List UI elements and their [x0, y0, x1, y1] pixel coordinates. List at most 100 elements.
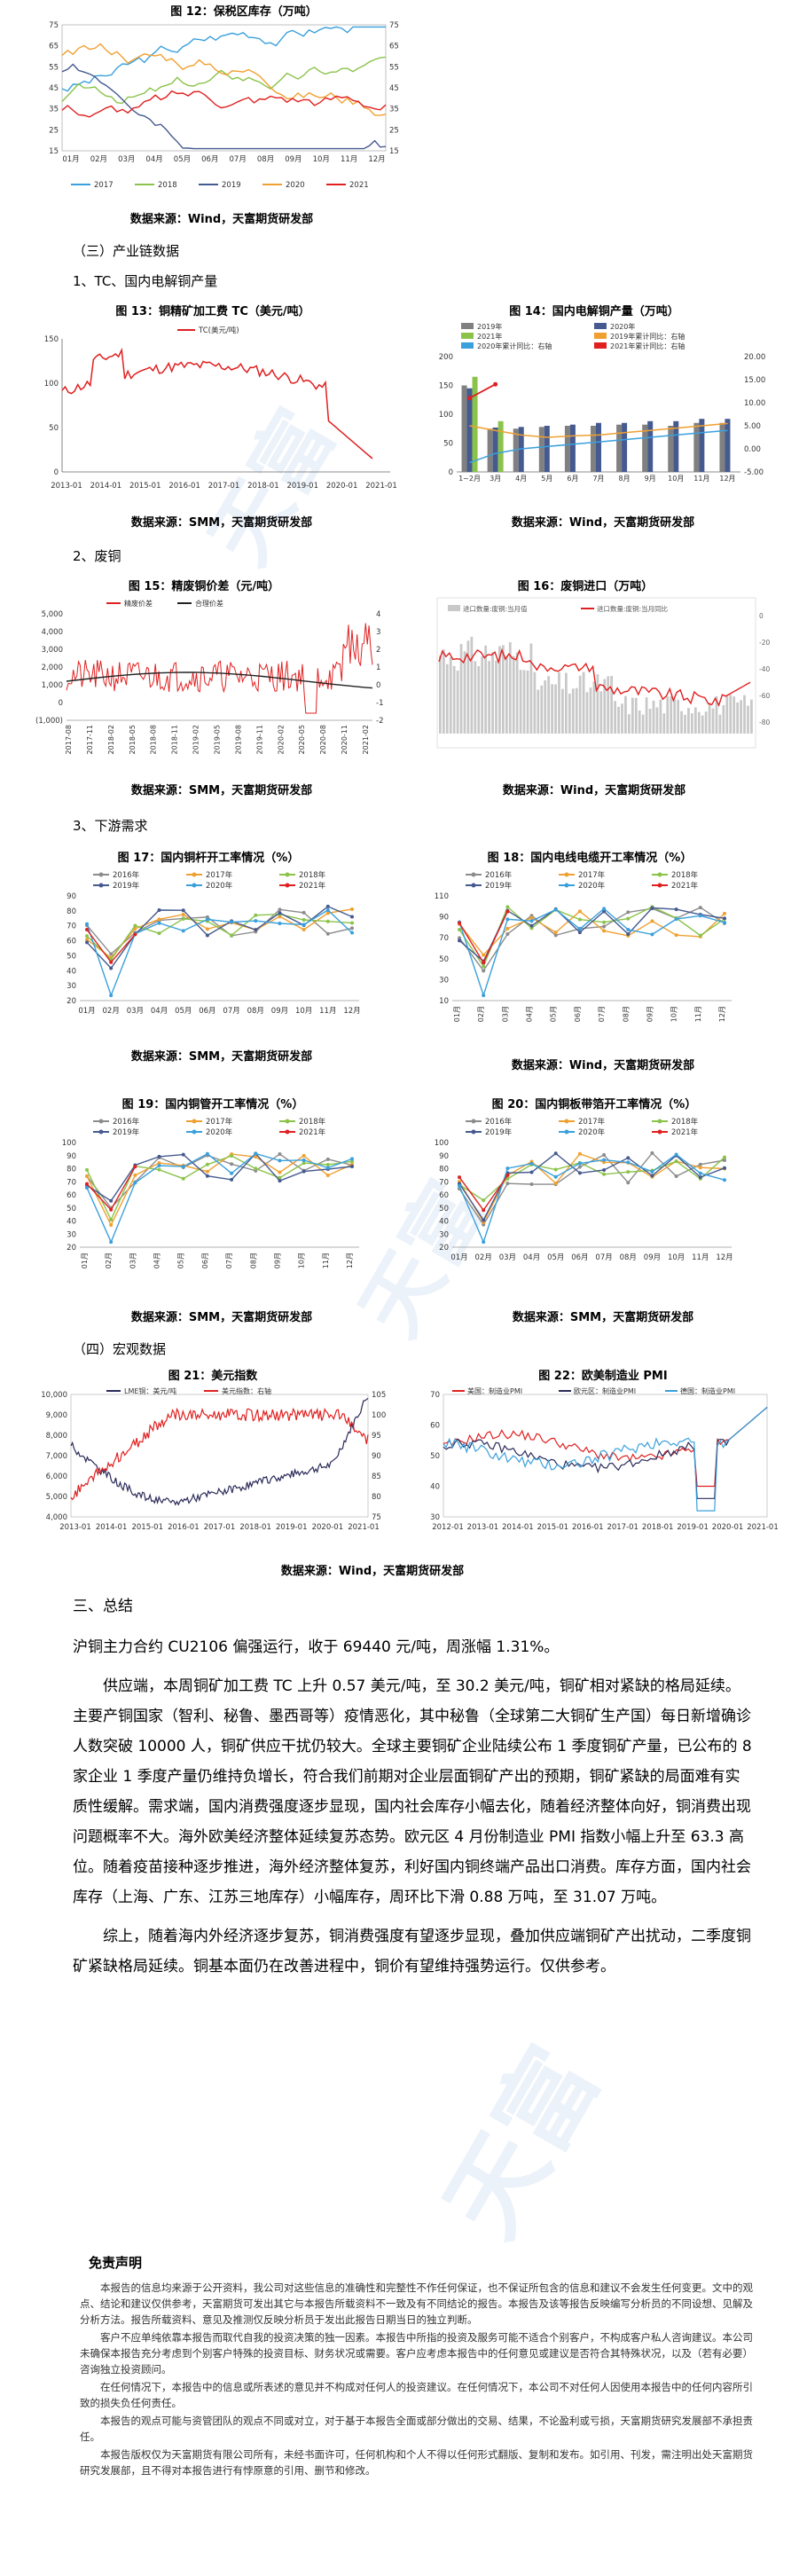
fig19-chart: 2016年 2017年 2018年 2019年 2020年 2021年 100 90 80 70 6… — [62, 1117, 359, 1268]
series-marker — [325, 1166, 330, 1170]
bar — [505, 656, 508, 734]
fig15-source: 数据来源：SMM，天富期货研发部 — [130, 784, 313, 797]
series-marker — [133, 1173, 137, 1177]
series-marker — [482, 1208, 486, 1213]
bar — [722, 704, 725, 734]
series-marker — [85, 940, 89, 945]
series-marker — [157, 917, 161, 922]
series-marker — [230, 920, 234, 924]
series-marker — [482, 1198, 486, 1203]
series-marker — [302, 910, 306, 915]
legend-swatch — [461, 333, 474, 339]
disclaimer-paragraph: 在任何情况下，本报告中的信息或所表述的意见并不构成对任何人的投资建议。在任何情况… — [80, 2381, 753, 2409]
y-tick-label: 40 — [67, 1218, 76, 1227]
series-marker — [553, 1151, 558, 1156]
y-tick-label: 15.00 — [744, 376, 765, 385]
bar — [680, 711, 683, 734]
bar — [554, 684, 557, 734]
bar — [603, 679, 607, 734]
x-tick-label: 07月 — [225, 1253, 233, 1268]
bar — [691, 713, 693, 734]
bar — [599, 691, 603, 734]
series-marker — [205, 1151, 209, 1156]
series-line — [458, 906, 725, 968]
series-marker — [157, 1167, 161, 1172]
fig21-22-source: 数据来源：Wind，天富期货研发部 — [280, 1565, 465, 1578]
series-marker — [602, 1152, 607, 1157]
legend-label: 合理价差 — [195, 599, 223, 608]
y-tick-label: 55 — [49, 63, 59, 72]
series-marker — [698, 906, 702, 910]
bar — [575, 687, 578, 734]
bar — [697, 711, 701, 734]
x-tick-label: 2014-01 — [96, 1523, 128, 1532]
legend-label: 进口数量:废铜:当月同比 — [597, 604, 669, 613]
series-marker — [553, 1167, 558, 1172]
series-marker — [254, 928, 258, 932]
x-tick-label: 01月 — [81, 1253, 89, 1268]
series-marker — [602, 924, 607, 929]
legend-marker — [98, 1119, 104, 1124]
series-marker — [157, 931, 161, 936]
y-tick-label: 0 — [376, 681, 380, 690]
fig20-title: 图 20：国内铜板带箔开工率情况（%） — [491, 1098, 697, 1111]
series-marker — [205, 927, 209, 931]
y-tick-label: 4,000 — [46, 1513, 67, 1522]
x-tick-label: 12月 — [368, 155, 385, 164]
x-tick-label: 9月 — [645, 475, 656, 483]
series-marker — [302, 928, 306, 932]
bar — [456, 670, 459, 734]
bar — [687, 708, 690, 734]
fig13-chart: 150 100 50 0 2013-01 2014-01 2015-01 2016-01 201… — [44, 326, 397, 491]
x-tick-label: 12月 — [719, 475, 735, 483]
legend-swatch — [594, 342, 607, 349]
series-line — [61, 26, 386, 92]
summary-paragraph: 沪铜主力合约 CU2106 偏强运行，收于 69440 元/吨，周涨幅 1.31… — [73, 1638, 560, 1656]
series-marker — [626, 928, 631, 932]
series-marker — [278, 922, 282, 926]
x-tick-label: 07月 — [230, 155, 247, 164]
x-tick-label: 2016-01 — [168, 482, 200, 491]
bar — [596, 422, 601, 472]
bar — [655, 707, 659, 734]
series-marker — [626, 916, 631, 921]
series-marker — [350, 921, 354, 925]
x-tick-label: 09月 — [271, 1007, 288, 1016]
y-tick-label: 100 — [62, 1139, 76, 1148]
y-tick-label: 60 — [430, 1422, 440, 1431]
y-tick-label: 95 — [372, 1432, 381, 1441]
y-tick-label: 20 — [67, 1244, 76, 1253]
x-tick-label: 1~2月 — [458, 475, 481, 483]
legend-label: 2017年 — [578, 870, 606, 880]
y-tick-label: 100 — [435, 1139, 449, 1148]
bar — [544, 680, 547, 734]
bar — [491, 652, 494, 734]
bar — [736, 702, 740, 734]
series-marker — [626, 1156, 631, 1160]
y-tick-label: 50 — [49, 424, 59, 433]
series-marker — [650, 919, 654, 923]
y-tick-label: 20 — [439, 1244, 449, 1253]
series-marker — [723, 920, 726, 924]
series-marker — [278, 907, 282, 912]
y-tick-label: 200 — [439, 353, 453, 362]
legend-marker — [285, 1129, 290, 1135]
bar — [533, 671, 537, 734]
disclaimer-paragraph: 客户不应单纯依靠本报告而取代自我的投资决策的独一因素。本报告中所指的投资及服务可… — [80, 2331, 753, 2376]
series-marker — [85, 1174, 89, 1178]
x-tick-label: 2018-11 — [171, 725, 179, 754]
y-tick-label: 150 — [439, 382, 453, 391]
series-marker — [278, 911, 282, 915]
bar — [487, 428, 493, 472]
y-tick-label: 35 — [389, 106, 399, 114]
series-marker — [254, 913, 258, 917]
x-tick-label: 2019-01 — [276, 1523, 308, 1532]
legend-marker — [285, 872, 290, 877]
fig21-title: 图 21：美元指数 — [168, 1370, 258, 1383]
series-marker — [626, 931, 631, 936]
x-tick-label: 05月 — [174, 155, 191, 164]
series-marker — [698, 1162, 702, 1166]
bar — [502, 645, 505, 734]
x-tick-label: 2017-08 — [65, 725, 73, 754]
x-tick-label: 2018-08 — [150, 725, 158, 754]
